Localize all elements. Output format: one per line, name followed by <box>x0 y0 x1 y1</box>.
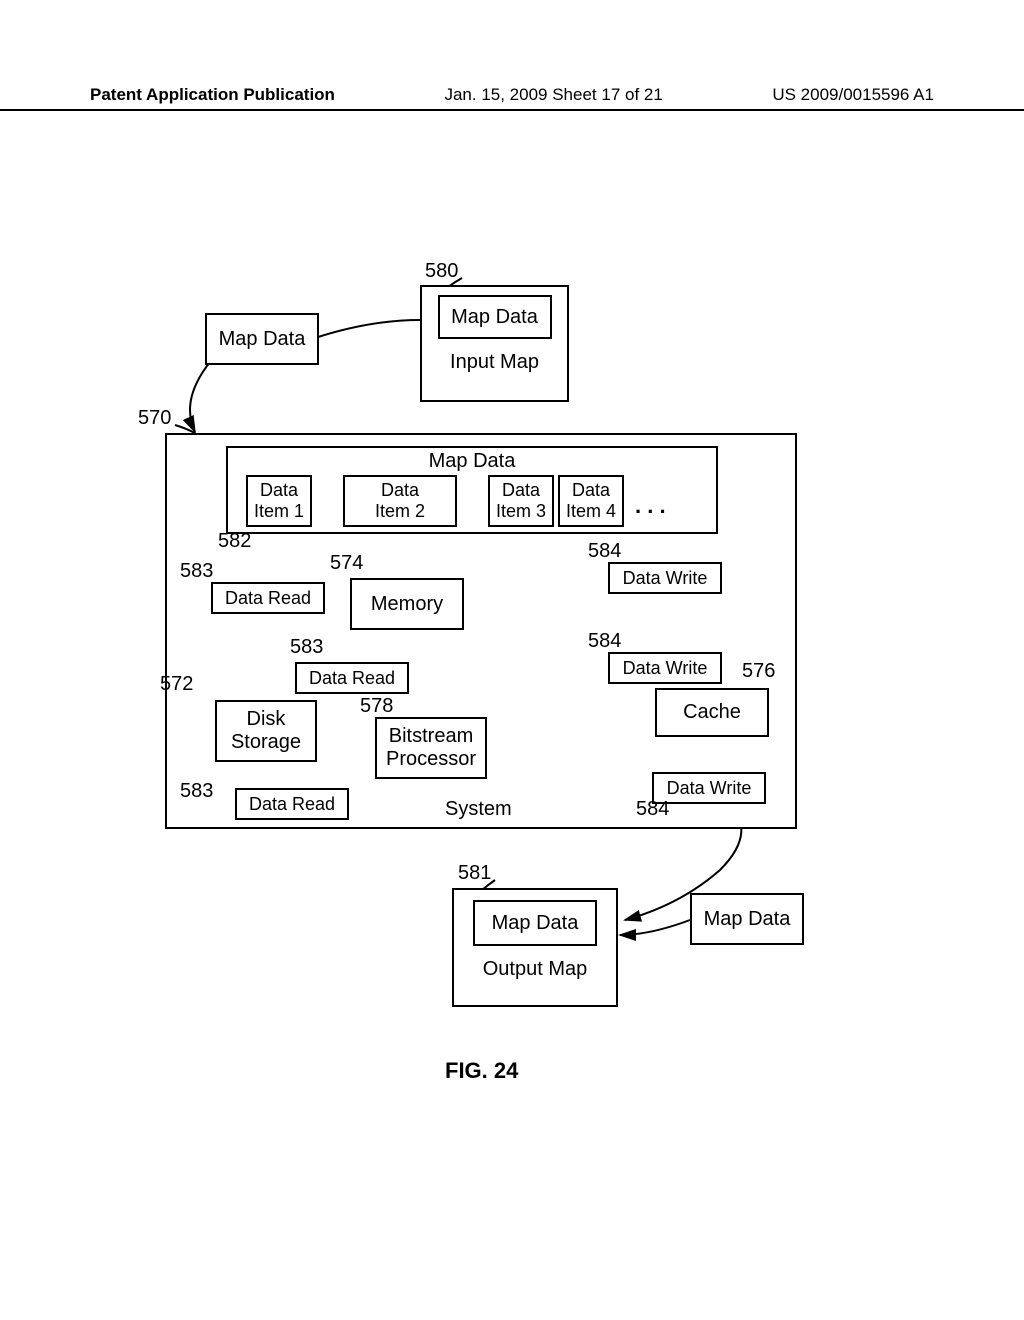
map-data-box: Map Data <box>205 313 319 365</box>
ref-576: 576 <box>742 660 775 683</box>
ref-580: 580 <box>425 260 458 283</box>
header-center: Jan. 15, 2009 Sheet 17 of 21 <box>444 85 662 105</box>
ref-583-top: 583 <box>180 560 213 583</box>
ref-570: 570 <box>138 407 171 430</box>
ref-578: 578 <box>360 695 393 718</box>
dots: . . . <box>635 493 666 519</box>
data-item-4: Data Item 4 <box>558 475 624 527</box>
figure-label: FIG. 24 <box>445 1058 518 1084</box>
data-item-1: Data Item 1 <box>246 475 312 527</box>
header-left: Patent Application Publication <box>90 85 335 105</box>
header-right: US 2009/0015596 A1 <box>772 85 934 105</box>
strip-title: Map Data <box>429 450 516 473</box>
output-map-label: Output Map <box>483 958 588 981</box>
bitstream-box: Bitstream Processor <box>375 717 487 779</box>
data-item-2: Data Item 2 <box>343 475 457 527</box>
system-label: System <box>445 798 512 821</box>
data-write-1: Data Write <box>608 562 722 594</box>
input-map-container: Map Data Input Map <box>420 285 569 402</box>
output-map-container: Map Data Output Map <box>452 888 618 1007</box>
input-map-inner: Map Data <box>438 295 552 339</box>
memory-box: Memory <box>350 578 464 630</box>
ref-572: 572 <box>160 673 193 696</box>
ref-584-bot: 584 <box>636 798 669 821</box>
ref-583-mid: 583 <box>290 636 323 659</box>
disk-box: Disk Storage <box>215 700 317 762</box>
data-read-3: Data Read <box>235 788 349 820</box>
ref-582: 582 <box>218 530 251 553</box>
ref-584-mid: 584 <box>588 630 621 653</box>
map-data-text: Map Data <box>219 328 306 351</box>
output-map-inner: Map Data <box>473 900 597 946</box>
input-map-inner-text: Map Data <box>451 306 538 329</box>
input-map-label: Input Map <box>450 351 539 374</box>
data-item-3: Data Item 3 <box>488 475 554 527</box>
header: Patent Application Publication Jan. 15, … <box>0 85 1024 111</box>
map-data-right: Map Data <box>690 893 804 945</box>
data-write-2: Data Write <box>608 652 722 684</box>
ref-583-bot: 583 <box>180 780 213 803</box>
data-read-2: Data Read <box>295 662 409 694</box>
cache-box: Cache <box>655 688 769 737</box>
data-read-1: Data Read <box>211 582 325 614</box>
ref-574: 574 <box>330 552 363 575</box>
ref-581: 581 <box>458 862 491 885</box>
ref-584-top: 584 <box>588 540 621 563</box>
